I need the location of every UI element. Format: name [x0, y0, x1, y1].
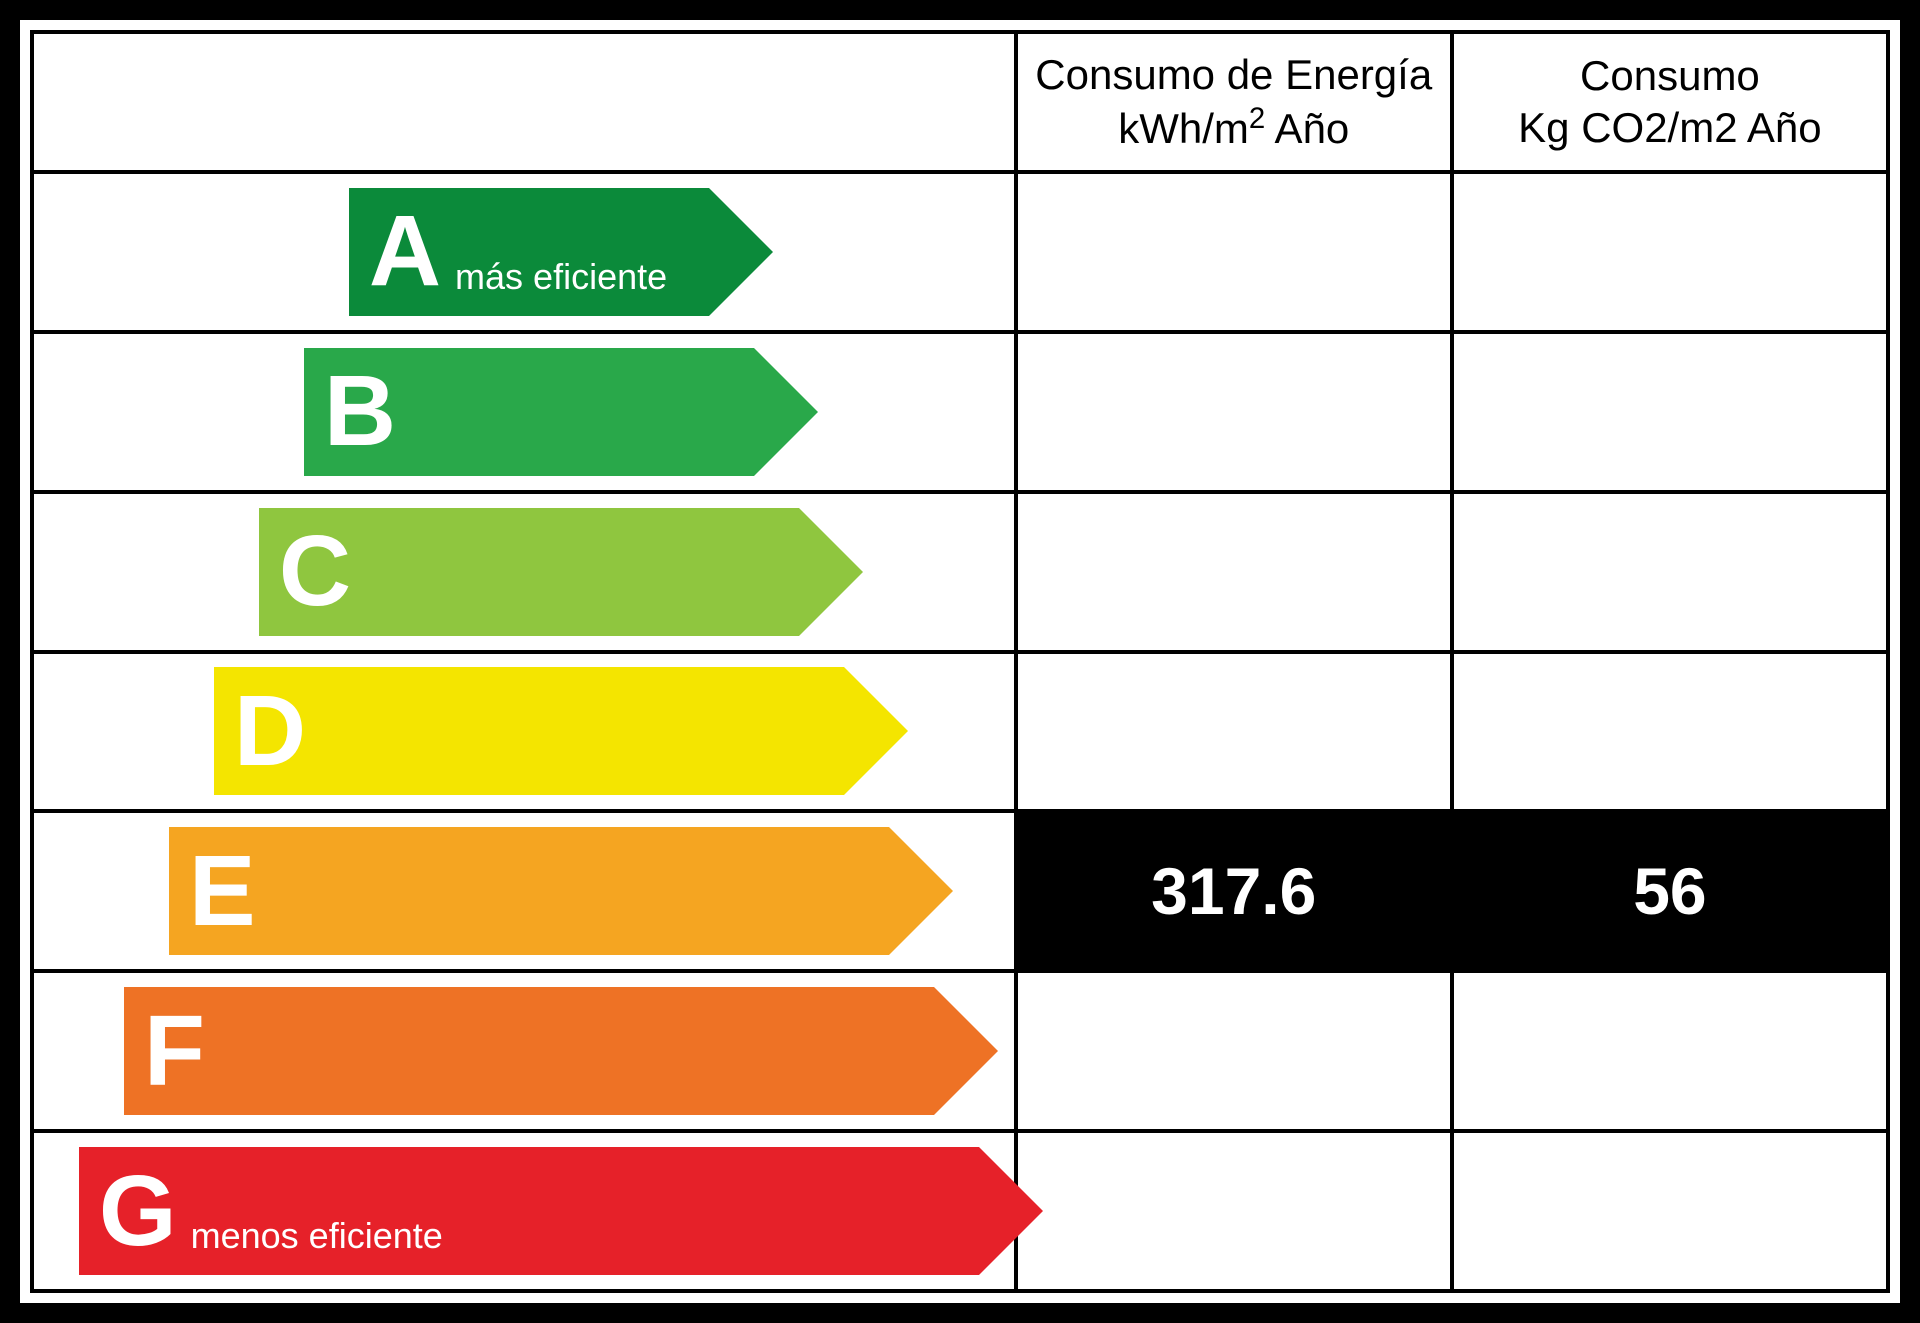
- header-co2-line1: Consumo: [1580, 52, 1760, 99]
- co2-value-b: [1452, 332, 1888, 492]
- header-co2: Consumo Kg CO2/m2 Año: [1452, 32, 1888, 172]
- rating-letter: A: [369, 194, 441, 309]
- co2-value-g: [1452, 1131, 1888, 1291]
- rating-arrow-e: E: [169, 827, 889, 955]
- header-co2-line2: Kg CO2/m2 Año: [1518, 104, 1822, 151]
- rating-letter: E: [189, 834, 256, 949]
- co2-value-a: [1452, 172, 1888, 332]
- arrow-cell-f: F: [32, 971, 1016, 1131]
- header-blank: [32, 32, 1016, 172]
- arrow-head-icon: [934, 987, 998, 1115]
- kwh-value-e: 317.6: [1016, 811, 1452, 971]
- arrow-cell-d: D: [32, 652, 1016, 812]
- rating-subtitle: más eficiente: [455, 256, 667, 316]
- arrow-cell-b: B: [32, 332, 1016, 492]
- co2-value-e: 56: [1452, 811, 1888, 971]
- kwh-value-g: [1016, 1131, 1452, 1291]
- co2-value-d: [1452, 652, 1888, 812]
- arrow-head-icon: [844, 667, 908, 795]
- rating-arrow-a: Amás eficiente: [349, 188, 709, 316]
- rating-row-c: C: [32, 492, 1888, 652]
- rating-letter: C: [279, 514, 351, 629]
- kwh-value-f: [1016, 971, 1452, 1131]
- rating-row-g: Gmenos eficiente: [32, 1131, 1888, 1291]
- co2-value-f: [1452, 971, 1888, 1131]
- rating-row-e: E 317.656: [32, 811, 1888, 971]
- energy-label-frame: Consumo de Energía kWh/m2 Año Consumo Kg CO…: [0, 0, 1920, 1323]
- header-kwh-line2: kWh/m2 Año: [1118, 105, 1349, 152]
- rating-row-d: D: [32, 652, 1888, 812]
- arrow-head-icon: [889, 827, 953, 955]
- rating-row-a: Amás eficiente: [32, 172, 1888, 332]
- arrow-cell-a: Amás eficiente: [32, 172, 1016, 332]
- rating-arrow-g: Gmenos eficiente: [79, 1147, 979, 1275]
- rating-arrow-c: C: [259, 508, 799, 636]
- rating-letter: F: [144, 994, 205, 1109]
- rating-arrow-f: F: [124, 987, 934, 1115]
- arrow-cell-g: Gmenos eficiente: [32, 1131, 1016, 1291]
- arrow-cell-e: E: [32, 811, 1016, 971]
- kwh-value-a: [1016, 172, 1452, 332]
- co2-value-c: [1452, 492, 1888, 652]
- header-kwh: Consumo de Energía kWh/m2 Año: [1016, 32, 1452, 172]
- energy-rating-table: Consumo de Energía kWh/m2 Año Consumo Kg CO…: [30, 30, 1890, 1293]
- kwh-value-b: [1016, 332, 1452, 492]
- arrow-head-icon: [979, 1147, 1043, 1275]
- rating-arrow-d: D: [214, 667, 844, 795]
- kwh-value-c: [1016, 492, 1452, 652]
- rating-letter: B: [324, 354, 396, 469]
- arrow-head-icon: [709, 188, 773, 316]
- rating-letter: D: [234, 674, 306, 789]
- rating-letter: G: [99, 1154, 177, 1269]
- rating-subtitle: menos eficiente: [191, 1215, 443, 1275]
- rating-arrow-b: B: [304, 348, 754, 476]
- arrow-head-icon: [754, 348, 818, 476]
- rating-row-f: F: [32, 971, 1888, 1131]
- arrow-head-icon: [799, 508, 863, 636]
- arrow-cell-c: C: [32, 492, 1016, 652]
- rating-row-b: B: [32, 332, 1888, 492]
- kwh-value-d: [1016, 652, 1452, 812]
- header-kwh-line1: Consumo de Energía: [1035, 51, 1432, 98]
